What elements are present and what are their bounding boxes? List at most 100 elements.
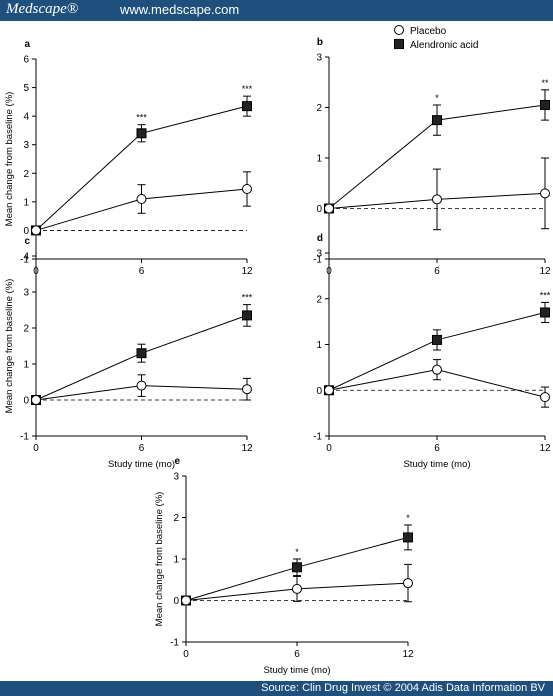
- y-tick-label: 0: [316, 386, 322, 397]
- significance-marker: *: [435, 93, 439, 103]
- placebo-point: [181, 595, 191, 606]
- y-tick-label: 1: [23, 197, 29, 208]
- y-tick-label: -1: [20, 432, 29, 443]
- placebo-point: [540, 392, 550, 403]
- y-tick-label: 1: [316, 154, 322, 165]
- y-tick-label: 5: [23, 83, 29, 94]
- y-tick-label: -1: [170, 638, 179, 649]
- y-tick-label: 0: [173, 596, 179, 607]
- x-tick-label: 6: [434, 266, 440, 277]
- y-tick-label: 4: [23, 252, 29, 263]
- y-tick-label: 0: [316, 204, 322, 215]
- significance-marker: *: [295, 547, 299, 557]
- x-tick-label: 12: [241, 266, 253, 277]
- alendronic-point: [136, 128, 147, 139]
- y-tick-label: 3: [23, 288, 29, 299]
- y-axis-label: Mean change from baseline (%): [4, 92, 15, 227]
- placebo-point: [292, 583, 302, 594]
- legend-alendronic-label: Alendronic acid: [410, 40, 478, 51]
- alendronic-point: [403, 532, 413, 543]
- panel-label: a: [24, 39, 30, 50]
- y-tick-label: 0: [23, 396, 29, 407]
- y-tick-label: 1: [316, 340, 322, 351]
- alendronic-point: [242, 101, 252, 112]
- y-tick-label: 3: [173, 472, 179, 483]
- x-tick-label: 12: [402, 649, 414, 660]
- footer-bar: Source: Clin Drug Invest © 2004 Adis Dat…: [0, 681, 553, 696]
- y-tick-label: 1: [173, 555, 179, 566]
- alendronic-point: [242, 310, 252, 321]
- x-axis-label: Study time (mo): [403, 459, 470, 470]
- y-tick-label: 3: [316, 249, 322, 260]
- y-tick-label: 3: [23, 140, 29, 151]
- y-tick-label: 2: [173, 513, 179, 524]
- chart-figure: -101234560612aMean change from baseline …: [4, 25, 551, 676]
- placebo-point: [324, 203, 334, 214]
- placebo-point: [324, 385, 334, 396]
- y-tick-label: 2: [316, 103, 322, 114]
- panel-label: d: [317, 233, 323, 244]
- legend-placebo-label: Placebo: [410, 26, 447, 37]
- x-tick-label: 0: [33, 443, 39, 454]
- source-credit: Source: Clin Drug Invest © 2004 Adis Dat…: [261, 682, 545, 694]
- placebo-point: [432, 194, 442, 205]
- placebo-point: [136, 194, 147, 204]
- y-tick-label: 4: [23, 112, 29, 123]
- alendronic-point: [432, 334, 442, 345]
- y-tick-label: 1: [23, 360, 29, 371]
- panel-a: -101234560612aMean change from baseline …: [4, 39, 253, 277]
- y-tick-label: -1: [313, 255, 322, 266]
- y-tick-label: 2: [316, 294, 322, 305]
- header-bar: Medscape® www.medscape.com: [0, 0, 553, 21]
- panel-label: e: [174, 456, 180, 467]
- y-tick-label: 3: [316, 53, 322, 64]
- significance-marker: *: [406, 513, 410, 523]
- placebo-point: [403, 578, 413, 589]
- placebo-point: [136, 380, 147, 391]
- placebo-point: [540, 188, 550, 199]
- x-axis-label: Study time (mo): [108, 459, 175, 470]
- y-tick-label: 2: [23, 169, 29, 180]
- significance-marker: ***: [136, 113, 147, 123]
- y-axis-label: Mean change from baseline (%): [4, 279, 15, 414]
- x-tick-label: 12: [241, 443, 253, 454]
- y-axis-label: Mean change from baseline (%): [154, 492, 165, 627]
- x-tick-label: 0: [183, 649, 189, 660]
- placebo-point: [432, 364, 442, 375]
- placebo-point: [242, 384, 252, 395]
- y-tick-label: 0: [23, 226, 29, 237]
- y-tick-label: 2: [23, 324, 29, 335]
- x-tick-label: 12: [539, 266, 551, 277]
- y-tick-label: -1: [20, 255, 29, 266]
- alendronic-point: [540, 307, 550, 318]
- x-tick-label: 6: [434, 443, 440, 454]
- significance-marker: ***: [242, 293, 253, 303]
- x-axis-label: Study time (mo): [263, 665, 330, 676]
- x-tick-label: 6: [294, 649, 300, 660]
- y-tick-label: 6: [23, 55, 29, 66]
- placebo-point: [31, 225, 41, 236]
- x-tick-label: 0: [326, 443, 332, 454]
- alendronic-point: [136, 348, 147, 359]
- site-url[interactable]: www.medscape.com: [120, 2, 240, 17]
- placebo-point: [31, 395, 41, 405]
- x-tick-label: 6: [139, 266, 145, 277]
- alendronic-point: [292, 562, 302, 573]
- panel-label: c: [24, 236, 30, 247]
- placebo-point: [242, 184, 252, 194]
- significance-marker: ***: [242, 84, 253, 94]
- y-tick-label: -1: [313, 432, 322, 443]
- panel-b: -101230612b***: [313, 37, 551, 277]
- alendronic-point: [432, 115, 442, 126]
- legend: Placebo Alendronic acid: [394, 25, 478, 51]
- medscape-logo[interactable]: Medscape®: [6, 1, 79, 17]
- x-tick-label: 12: [539, 443, 551, 454]
- alendronic-point: [540, 99, 550, 110]
- panel-label: b: [317, 37, 323, 48]
- x-tick-label: 6: [139, 443, 145, 454]
- legend-placebo-marker: [394, 25, 404, 35]
- legend-alendronic-marker: [394, 39, 404, 49]
